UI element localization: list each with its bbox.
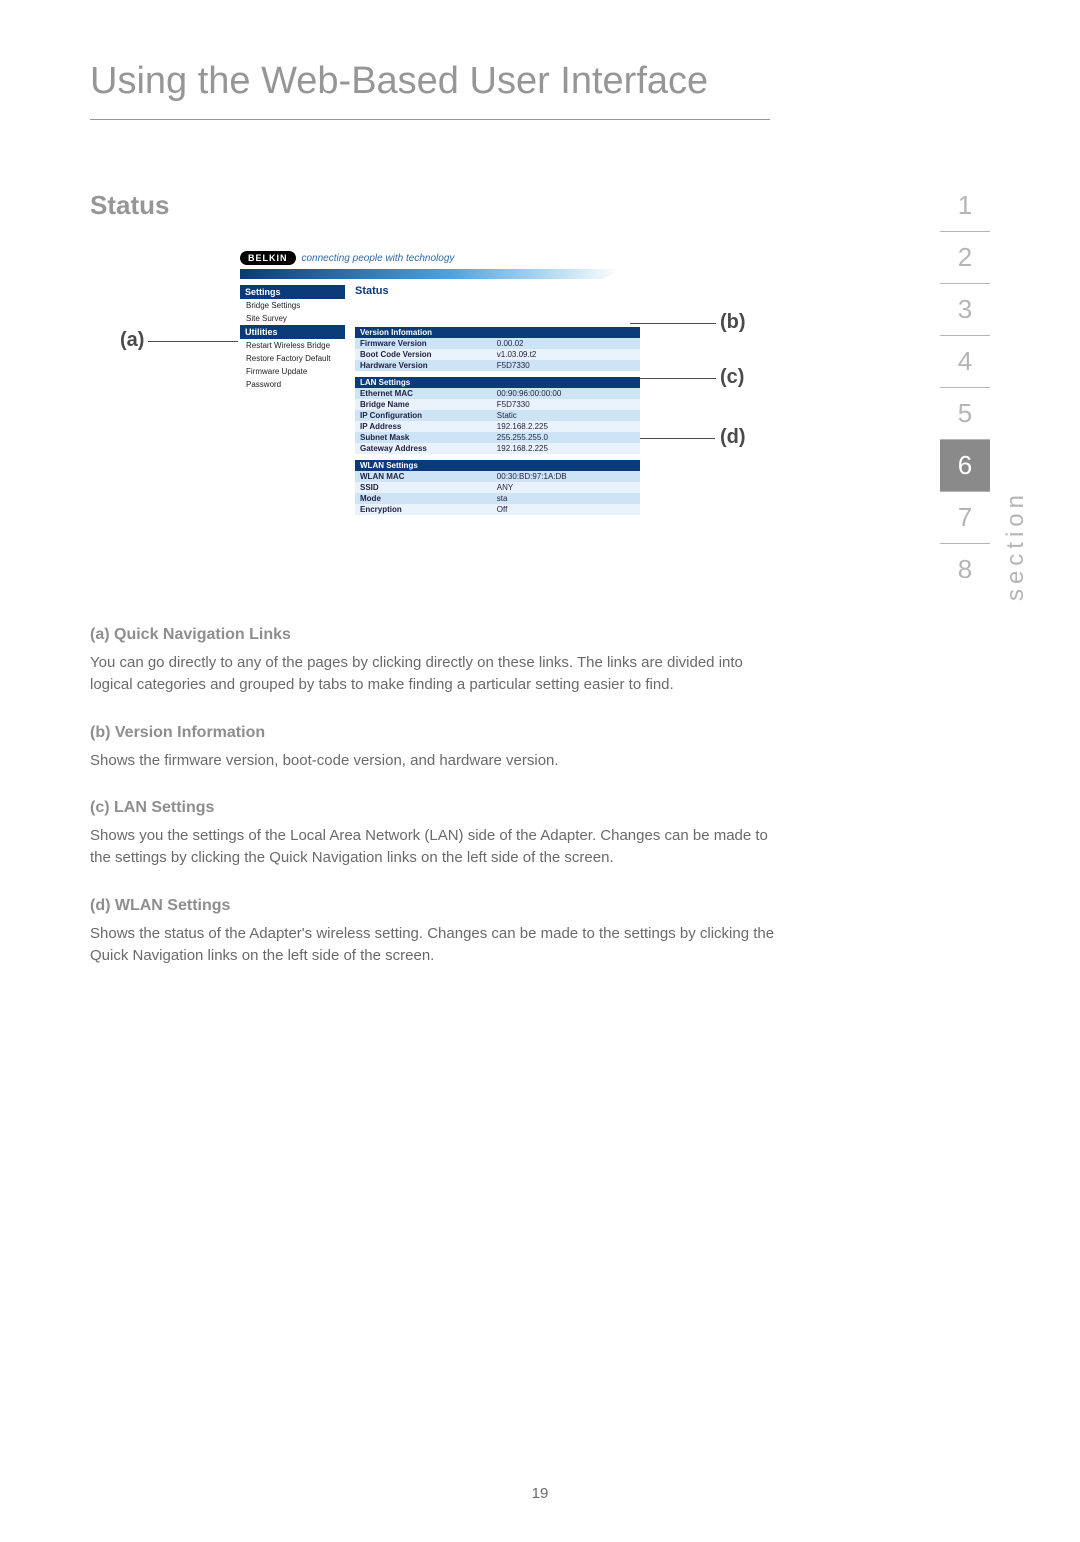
- section-tab-4[interactable]: 4: [940, 336, 990, 388]
- hw-version-value: F5D7330: [492, 360, 640, 371]
- desc-c-head: (c) LAN Settings: [90, 799, 780, 817]
- callout-b: (b): [720, 311, 746, 334]
- page-title: Using the Web-Based User Interface: [90, 60, 990, 103]
- eth-mac-label: Ethernet MAC: [355, 388, 492, 399]
- bridge-name-value: F5D7330: [492, 399, 640, 410]
- section-rail: 1 2 3 4 5 6 7 8: [940, 180, 990, 595]
- content-column: Status Version Infomation Firmware Versi…: [355, 285, 640, 521]
- boot-version-value: v1.03.09.t2: [492, 349, 640, 360]
- title-rule: [90, 119, 770, 120]
- eth-mac-value: 00:90:96:00:00:00: [492, 388, 640, 399]
- encryption-value: Off: [492, 504, 640, 515]
- mode-label: Mode: [355, 493, 492, 504]
- version-table-title: Version Infomation: [355, 327, 640, 338]
- callout-c: (c): [720, 366, 744, 389]
- gateway-label: Gateway Address: [355, 443, 492, 454]
- mode-value: sta: [492, 493, 640, 504]
- fw-version-label: Firmware Version: [355, 338, 492, 349]
- ip-config-value: Static: [492, 410, 640, 421]
- desc-c-body: Shows you the settings of the Local Area…: [90, 825, 780, 869]
- desc-d: (d) WLAN Settings Shows the status of th…: [90, 897, 780, 967]
- ip-config-label: IP Configuration: [355, 410, 492, 421]
- belkin-header: BELKIN connecting people with technology: [240, 251, 640, 265]
- status-heading: Status: [90, 190, 990, 221]
- section-tab-3[interactable]: 3: [940, 284, 990, 336]
- section-tab-5[interactable]: 5: [940, 388, 990, 440]
- section-tab-6[interactable]: 6: [940, 440, 990, 492]
- lan-table-title: LAN Settings: [355, 377, 640, 388]
- gateway-value: 192.168.2.225: [492, 443, 640, 454]
- nav-bridge-settings[interactable]: Bridge Settings: [240, 299, 345, 312]
- desc-a-body: You can go directly to any of the pages …: [90, 652, 780, 696]
- content-title: Status: [355, 285, 640, 297]
- bridge-name-label: Bridge Name: [355, 399, 492, 410]
- wlan-mac-label: WLAN MAC: [355, 471, 492, 482]
- nav-site-survey[interactable]: Site Survey: [240, 312, 345, 325]
- subnet-value: 255.255.255.0: [492, 432, 640, 443]
- desc-a-head: (a) Quick Navigation Links: [90, 626, 780, 644]
- desc-b-head: (b) Version Information: [90, 724, 780, 742]
- desc-d-head: (d) WLAN Settings: [90, 897, 780, 915]
- fw-version-value: 0.00.02: [492, 338, 640, 349]
- page-number: 19: [0, 1485, 1080, 1502]
- boot-version-label: Boot Code Version: [355, 349, 492, 360]
- nav-head-utilities: Utilities: [240, 325, 345, 339]
- version-table: Version Infomation Firmware Version0.00.…: [355, 327, 640, 371]
- belkin-tagline: connecting people with technology: [302, 253, 455, 264]
- nav-password[interactable]: Password: [240, 378, 345, 391]
- callout-a: (a): [120, 329, 144, 352]
- wlan-table-title: WLAN Settings: [355, 460, 640, 471]
- lan-table: LAN Settings Ethernet MAC00:90:96:00:00:…: [355, 377, 640, 454]
- hw-version-label: Hardware Version: [355, 360, 492, 371]
- desc-a: (a) Quick Navigation Links You can go di…: [90, 626, 780, 696]
- belkin-logo: BELKIN: [240, 251, 296, 265]
- section-tab-8[interactable]: 8: [940, 544, 990, 595]
- screenshot-area: (a) (b) (c) (d) BELKIN connecting people…: [90, 251, 750, 586]
- leader-d: [635, 438, 715, 439]
- desc-b-body: Shows the firmware version, boot-code ve…: [90, 750, 780, 772]
- leader-b: [630, 323, 716, 324]
- desc-b: (b) Version Information Shows the firmwa…: [90, 724, 780, 772]
- section-tab-7[interactable]: 7: [940, 492, 990, 544]
- desc-d-body: Shows the status of the Adapter's wirele…: [90, 923, 780, 967]
- section-word: section: [1002, 490, 1030, 601]
- ssid-label: SSID: [355, 482, 492, 493]
- section-tab-1[interactable]: 1: [940, 180, 990, 232]
- wlan-table: WLAN Settings WLAN MAC00:30:BD:97:1A:DB …: [355, 460, 640, 515]
- subnet-label: Subnet Mask: [355, 432, 492, 443]
- leader-a: [148, 341, 238, 342]
- encryption-label: Encryption: [355, 504, 492, 515]
- section-tab-2[interactable]: 2: [940, 232, 990, 284]
- wlan-mac-value: 00:30:BD:97:1A:DB: [492, 471, 640, 482]
- nav-restart[interactable]: Restart Wireless Bridge: [240, 339, 345, 352]
- nav-head-settings: Settings: [240, 285, 345, 299]
- router-ui: BELKIN connecting people with technology…: [240, 251, 640, 521]
- nav-firmware-update[interactable]: Firmware Update: [240, 365, 345, 378]
- ui-columns: Settings Bridge Settings Site Survey Uti…: [240, 285, 640, 521]
- ip-address-value: 192.168.2.225: [492, 421, 640, 432]
- leader-c: [630, 378, 716, 379]
- gradient-bar: [240, 269, 620, 279]
- ip-address-label: IP Address: [355, 421, 492, 432]
- desc-c: (c) LAN Settings Shows you the settings …: [90, 799, 780, 869]
- nav-column: Settings Bridge Settings Site Survey Uti…: [240, 285, 345, 521]
- nav-restore-default[interactable]: Restore Factory Default: [240, 352, 345, 365]
- ssid-value: ANY: [492, 482, 640, 493]
- callout-d: (d): [720, 426, 746, 449]
